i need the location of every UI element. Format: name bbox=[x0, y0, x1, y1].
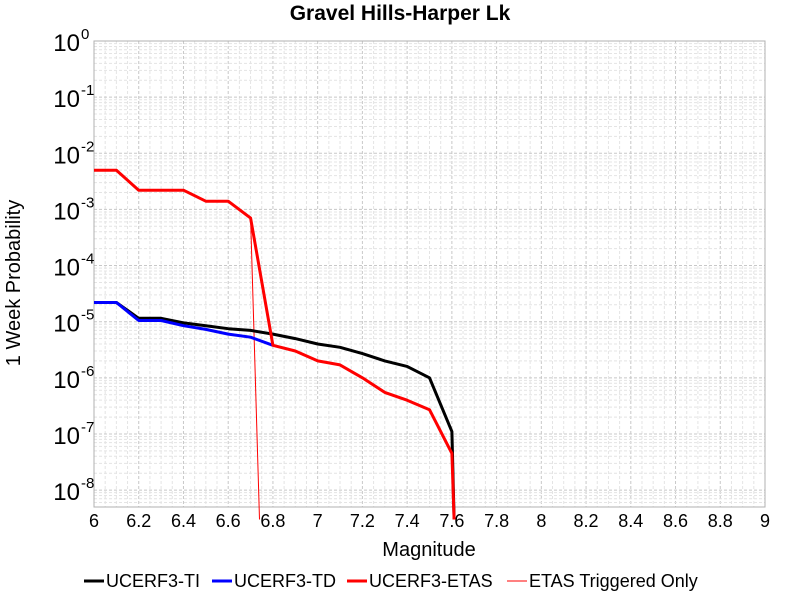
legend-label: UCERF3-TD bbox=[234, 571, 336, 591]
y-tick-exponent: -3 bbox=[81, 194, 94, 211]
x-tick-label: 7.4 bbox=[395, 511, 420, 531]
x-tick-label: 8 bbox=[536, 511, 546, 531]
x-tick-label: 7.6 bbox=[439, 511, 464, 531]
series-line-ucerf3-etas bbox=[94, 168, 456, 520]
series-line-ucerf3-td bbox=[94, 301, 274, 347]
x-tick-label: 6.2 bbox=[126, 511, 151, 531]
y-tick-exponent: -1 bbox=[81, 82, 94, 99]
y-axis-label: 1 Week Probability bbox=[3, 200, 25, 366]
x-tick-label: 9 bbox=[760, 511, 770, 531]
legend: UCERF3-TI UCERF3-TD UCERF3-ETAS ETAS Trigge… bbox=[84, 571, 698, 591]
y-tick-label: 10 bbox=[53, 479, 80, 506]
x-tick-label: 8.6 bbox=[663, 511, 688, 531]
chart-title: Gravel Hills-Harper Lk bbox=[290, 2, 511, 25]
y-tick-label: 10 bbox=[53, 30, 80, 57]
y-tick-exponent: 0 bbox=[81, 26, 89, 43]
y-tick-label: 10 bbox=[53, 423, 80, 450]
x-tick-label: 8.2 bbox=[574, 511, 599, 531]
x-tick-label: 6 bbox=[89, 511, 99, 531]
y-tick-exponent: -7 bbox=[81, 419, 94, 436]
y-tick-label: 10 bbox=[53, 198, 80, 225]
legend-label: UCERF3-TI bbox=[106, 571, 200, 591]
x-tick-label: 8.4 bbox=[618, 511, 643, 531]
grid bbox=[93, 40, 766, 508]
y-tick-label: 10 bbox=[53, 367, 80, 394]
y-tick-exponent: -6 bbox=[81, 363, 94, 380]
series-lines bbox=[94, 168, 456, 520]
y-tick-exponent: -4 bbox=[81, 251, 94, 268]
y-tick-label: 10 bbox=[53, 255, 80, 282]
series-line-etas-triggered-only bbox=[94, 169, 260, 520]
x-tick-label: 8.8 bbox=[708, 511, 733, 531]
x-axis-label: Magnitude bbox=[382, 539, 475, 561]
y-tick-label: 10 bbox=[53, 311, 80, 338]
y-tick-exponent: -5 bbox=[81, 307, 94, 324]
y-tick-label: 10 bbox=[53, 86, 80, 113]
y-tick-exponent: -8 bbox=[81, 475, 94, 492]
y-tick-exponent: -2 bbox=[81, 138, 94, 155]
x-tick-label: 6.6 bbox=[216, 511, 241, 531]
y-tick-label: 10 bbox=[53, 142, 80, 169]
series-line-ucerf3-ti bbox=[94, 301, 456, 520]
legend-label: ETAS Triggered Only bbox=[529, 571, 698, 591]
x-tick-label: 6.8 bbox=[260, 511, 285, 531]
ticks: 6 6.2 6.4 6.6 6.8 7 7.2 7.4 7.6 7.8 8 8.2 8.4 8.6 8.8 9… bbox=[53, 26, 770, 531]
legend-label: UCERF3-ETAS bbox=[369, 571, 493, 591]
x-tick-label: 6.4 bbox=[171, 511, 196, 531]
x-tick-label: 7.2 bbox=[350, 511, 375, 531]
x-tick-label: 7.8 bbox=[484, 511, 509, 531]
plot-area bbox=[93, 40, 766, 508]
x-tick-label: 7 bbox=[313, 511, 323, 531]
